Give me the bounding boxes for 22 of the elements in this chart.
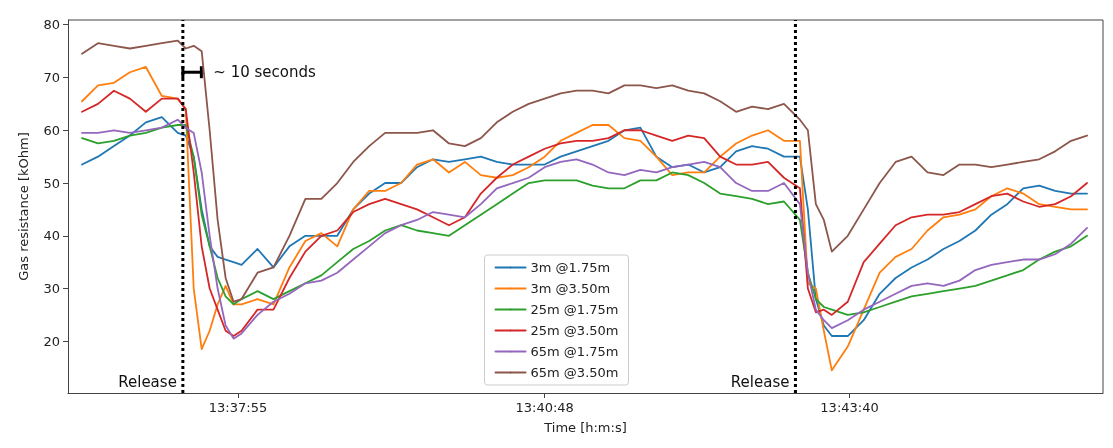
y-axis-title: Gas resistance [kOhm] [16, 132, 31, 281]
legend-label: 3m @3.50m [530, 281, 611, 296]
x-tick-label: 13:40:48 [515, 400, 574, 415]
y-tick-label: 80 [43, 17, 60, 33]
annotation: ~ 10 seconds [213, 63, 317, 82]
x-tick-label: 13:37:55 [208, 400, 268, 415]
x-axis-title: Time [h:m:s] [543, 420, 627, 435]
y-tick-label: 40 [43, 228, 60, 244]
ref-line-label: Release [118, 372, 177, 391]
legend-label: 65m @1.75m [530, 344, 619, 359]
y-tick-label: 60 [43, 122, 60, 138]
ref-line-label: Release [730, 372, 790, 391]
legend-label: 3m @1.75m [530, 260, 611, 275]
line-series [81, 39, 1088, 303]
y-tick-label: 70 [43, 70, 60, 86]
legend-label: 25m @1.75m [530, 302, 619, 317]
y-tick-label: 30 [43, 281, 60, 297]
x-tick-label: 13:43:40 [820, 400, 879, 415]
y-tick-label: 50 [43, 175, 60, 191]
legend-label: 25m @3.50m [530, 323, 619, 338]
y-tick-label: 20 [43, 333, 60, 349]
legend-label: 65m @3.50m [530, 365, 619, 380]
